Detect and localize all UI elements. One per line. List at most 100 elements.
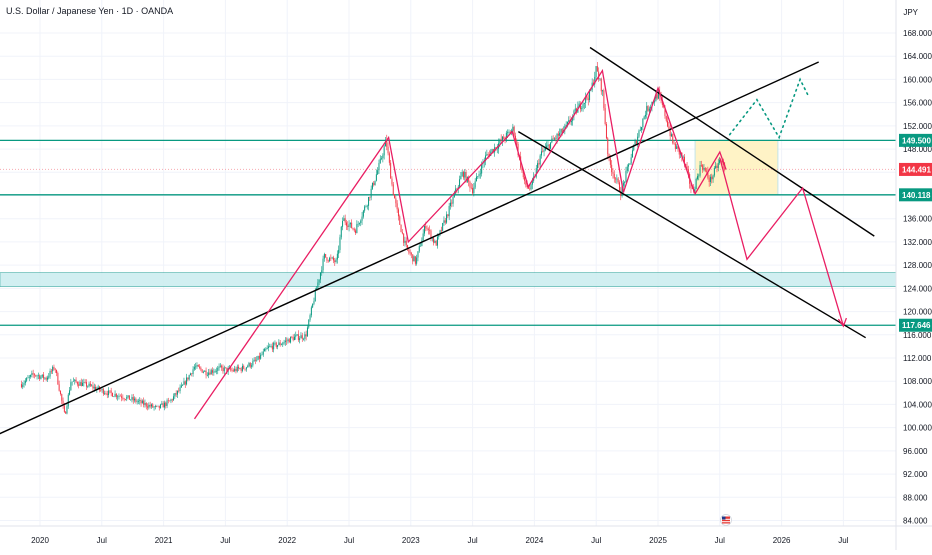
candle-body bbox=[162, 403, 164, 408]
candle-body bbox=[322, 258, 324, 271]
candle-body bbox=[552, 138, 554, 140]
candle-body bbox=[348, 224, 350, 228]
candle-body bbox=[109, 390, 111, 392]
x-tick-label: Jul bbox=[591, 536, 601, 545]
candle-body bbox=[202, 371, 204, 373]
candle-body bbox=[447, 214, 449, 217]
candle-body bbox=[642, 119, 644, 128]
candle-body bbox=[585, 96, 587, 103]
candle-body bbox=[553, 138, 555, 140]
candle-body bbox=[306, 327, 308, 337]
candle-body bbox=[421, 240, 423, 247]
candle-body bbox=[340, 226, 342, 238]
candle-body bbox=[611, 164, 613, 173]
candle-body bbox=[41, 374, 43, 377]
candle-body bbox=[36, 375, 38, 377]
candle-body bbox=[296, 334, 298, 336]
candle-body bbox=[414, 256, 416, 264]
candle-body bbox=[686, 166, 688, 170]
candle-body bbox=[24, 380, 26, 384]
candle-body bbox=[481, 164, 483, 174]
candle-body bbox=[501, 136, 503, 141]
candle-body bbox=[706, 170, 708, 172]
candle-body bbox=[485, 155, 487, 162]
candle-body bbox=[430, 230, 432, 239]
candle-body bbox=[257, 355, 259, 360]
candle-body bbox=[607, 138, 609, 155]
candle-body bbox=[524, 177, 526, 181]
candle-body bbox=[200, 367, 202, 370]
candle-body bbox=[717, 162, 719, 168]
candle-body bbox=[648, 108, 650, 111]
candle-body bbox=[139, 400, 141, 401]
candle-body bbox=[399, 216, 401, 225]
y-tick-label: 104.000 bbox=[903, 400, 932, 409]
candle-body bbox=[698, 175, 700, 177]
candle-body bbox=[473, 187, 475, 194]
candle-body bbox=[465, 172, 467, 182]
candle-body bbox=[707, 171, 709, 178]
y-tick-label: 116.000 bbox=[903, 331, 932, 340]
candle-body bbox=[141, 400, 143, 404]
candle-body bbox=[709, 176, 711, 182]
candle-body bbox=[496, 148, 498, 150]
candle-body bbox=[160, 404, 162, 409]
candle-body bbox=[206, 375, 208, 376]
candle-body bbox=[201, 369, 203, 373]
candle-body bbox=[442, 223, 444, 231]
candle-body bbox=[547, 144, 549, 146]
candle-body bbox=[392, 184, 394, 195]
candle-body bbox=[347, 225, 349, 228]
candle-body bbox=[396, 203, 398, 210]
candle-body bbox=[210, 370, 212, 375]
candle-body bbox=[119, 395, 121, 397]
trendline-1 bbox=[589, 46, 875, 237]
candle-body bbox=[131, 397, 133, 400]
candle-body bbox=[617, 178, 619, 183]
candle-body bbox=[345, 222, 347, 226]
candle-body bbox=[379, 158, 381, 164]
candle-body bbox=[267, 346, 269, 348]
candle-body bbox=[579, 103, 581, 110]
candle-body bbox=[691, 188, 693, 189]
candle-body bbox=[208, 372, 210, 376]
candle-body bbox=[118, 395, 120, 397]
candle-body bbox=[459, 179, 461, 187]
y-tick-label: 132.000 bbox=[903, 238, 932, 247]
candle-body bbox=[654, 101, 656, 103]
price-label: 117.646 bbox=[902, 321, 931, 330]
candle-body bbox=[378, 163, 380, 171]
candle-body bbox=[135, 398, 137, 402]
candle-body bbox=[191, 373, 193, 375]
candle-body bbox=[283, 342, 285, 344]
candle-body bbox=[171, 399, 173, 401]
candle-body bbox=[400, 224, 402, 233]
candle-body bbox=[136, 401, 138, 403]
candle-body bbox=[626, 166, 628, 171]
candle-body bbox=[550, 142, 552, 149]
candle-body bbox=[429, 229, 431, 231]
candle-body bbox=[700, 165, 702, 166]
candle-body bbox=[115, 393, 117, 397]
candle-body bbox=[304, 334, 306, 339]
candle-body bbox=[265, 349, 267, 350]
candle-body bbox=[704, 167, 706, 171]
candle-body bbox=[509, 131, 511, 134]
candle-body bbox=[599, 78, 601, 80]
candle-body bbox=[499, 139, 501, 144]
candle-body bbox=[301, 335, 303, 339]
candle-body bbox=[669, 128, 671, 137]
candle-body bbox=[453, 193, 455, 197]
candle-body bbox=[382, 155, 384, 159]
candle-body bbox=[144, 403, 146, 405]
candle-body bbox=[634, 141, 636, 146]
candle-body bbox=[277, 345, 279, 347]
candle-body bbox=[615, 178, 617, 180]
candle-body bbox=[50, 370, 52, 372]
candle-body bbox=[566, 122, 568, 125]
candle-body bbox=[655, 94, 657, 102]
candle-body bbox=[624, 181, 626, 183]
candle-body bbox=[195, 366, 197, 368]
candle-body bbox=[665, 115, 667, 121]
